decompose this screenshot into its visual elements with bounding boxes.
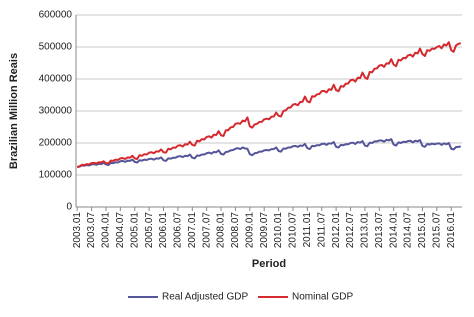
y-tick-label: 500000 (39, 42, 73, 53)
x-tick-label: 2010.01 (273, 212, 284, 249)
legend-label: Nominal GDP (292, 292, 353, 303)
x-tick-label: 2015.01 (417, 212, 428, 249)
x-tick-label: 2013.07 (374, 212, 385, 249)
x-tick-label: 2005.01 (129, 212, 140, 249)
x-tick-label: 2004.01 (101, 212, 112, 249)
x-tick-label: 2011.07 (316, 212, 327, 248)
x-tick-label: 2012.01 (331, 212, 342, 249)
y-tick-label: 400000 (39, 74, 73, 85)
x-tick-label: 2014.01 (388, 212, 399, 249)
legend-label: Real Adjusted GDP (162, 292, 248, 303)
x-tick-label: 2003.07 (86, 212, 97, 249)
x-axis-title: Period (252, 258, 286, 270)
x-tick-label: 2005.07 (144, 212, 155, 249)
line-series (76, 41, 462, 168)
y-axis-title: Brazilian Million Reais (8, 53, 20, 169)
x-tick-label: 2012.07 (345, 212, 356, 249)
x-tick-label: 2013.01 (360, 212, 371, 249)
x-tick-label: 2004.07 (115, 212, 126, 249)
x-tick-label: 2009.01 (244, 212, 255, 249)
x-tick-label: 2007.07 (201, 212, 212, 249)
x-tick-label: 2016.01 (446, 212, 457, 249)
x-tick-label: 2011.01 (302, 212, 313, 248)
x-tick-label: 2014.07 (403, 212, 414, 249)
y-tick-label: 100000 (39, 170, 73, 181)
x-tick-label: 2006.01 (158, 212, 169, 249)
y-tick-label: 600000 (39, 10, 73, 21)
x-tick-label: 2009.07 (259, 212, 270, 249)
line-series (77, 138, 461, 168)
x-tick-label: 2006.07 (173, 212, 184, 249)
x-tick-label: 2007.01 (187, 212, 198, 249)
y-tick-label: 300000 (39, 106, 73, 117)
y-tick-label: 0 (66, 202, 72, 213)
x-tick-label: 2008.07 (230, 212, 241, 249)
x-tick-label: 2010.07 (288, 212, 299, 249)
x-tick-label: 2003.01 (72, 212, 83, 249)
x-tick-label: 2015.07 (431, 212, 442, 249)
y-tick-label: 200000 (39, 138, 73, 149)
x-tick-label: 2008.01 (216, 212, 227, 249)
